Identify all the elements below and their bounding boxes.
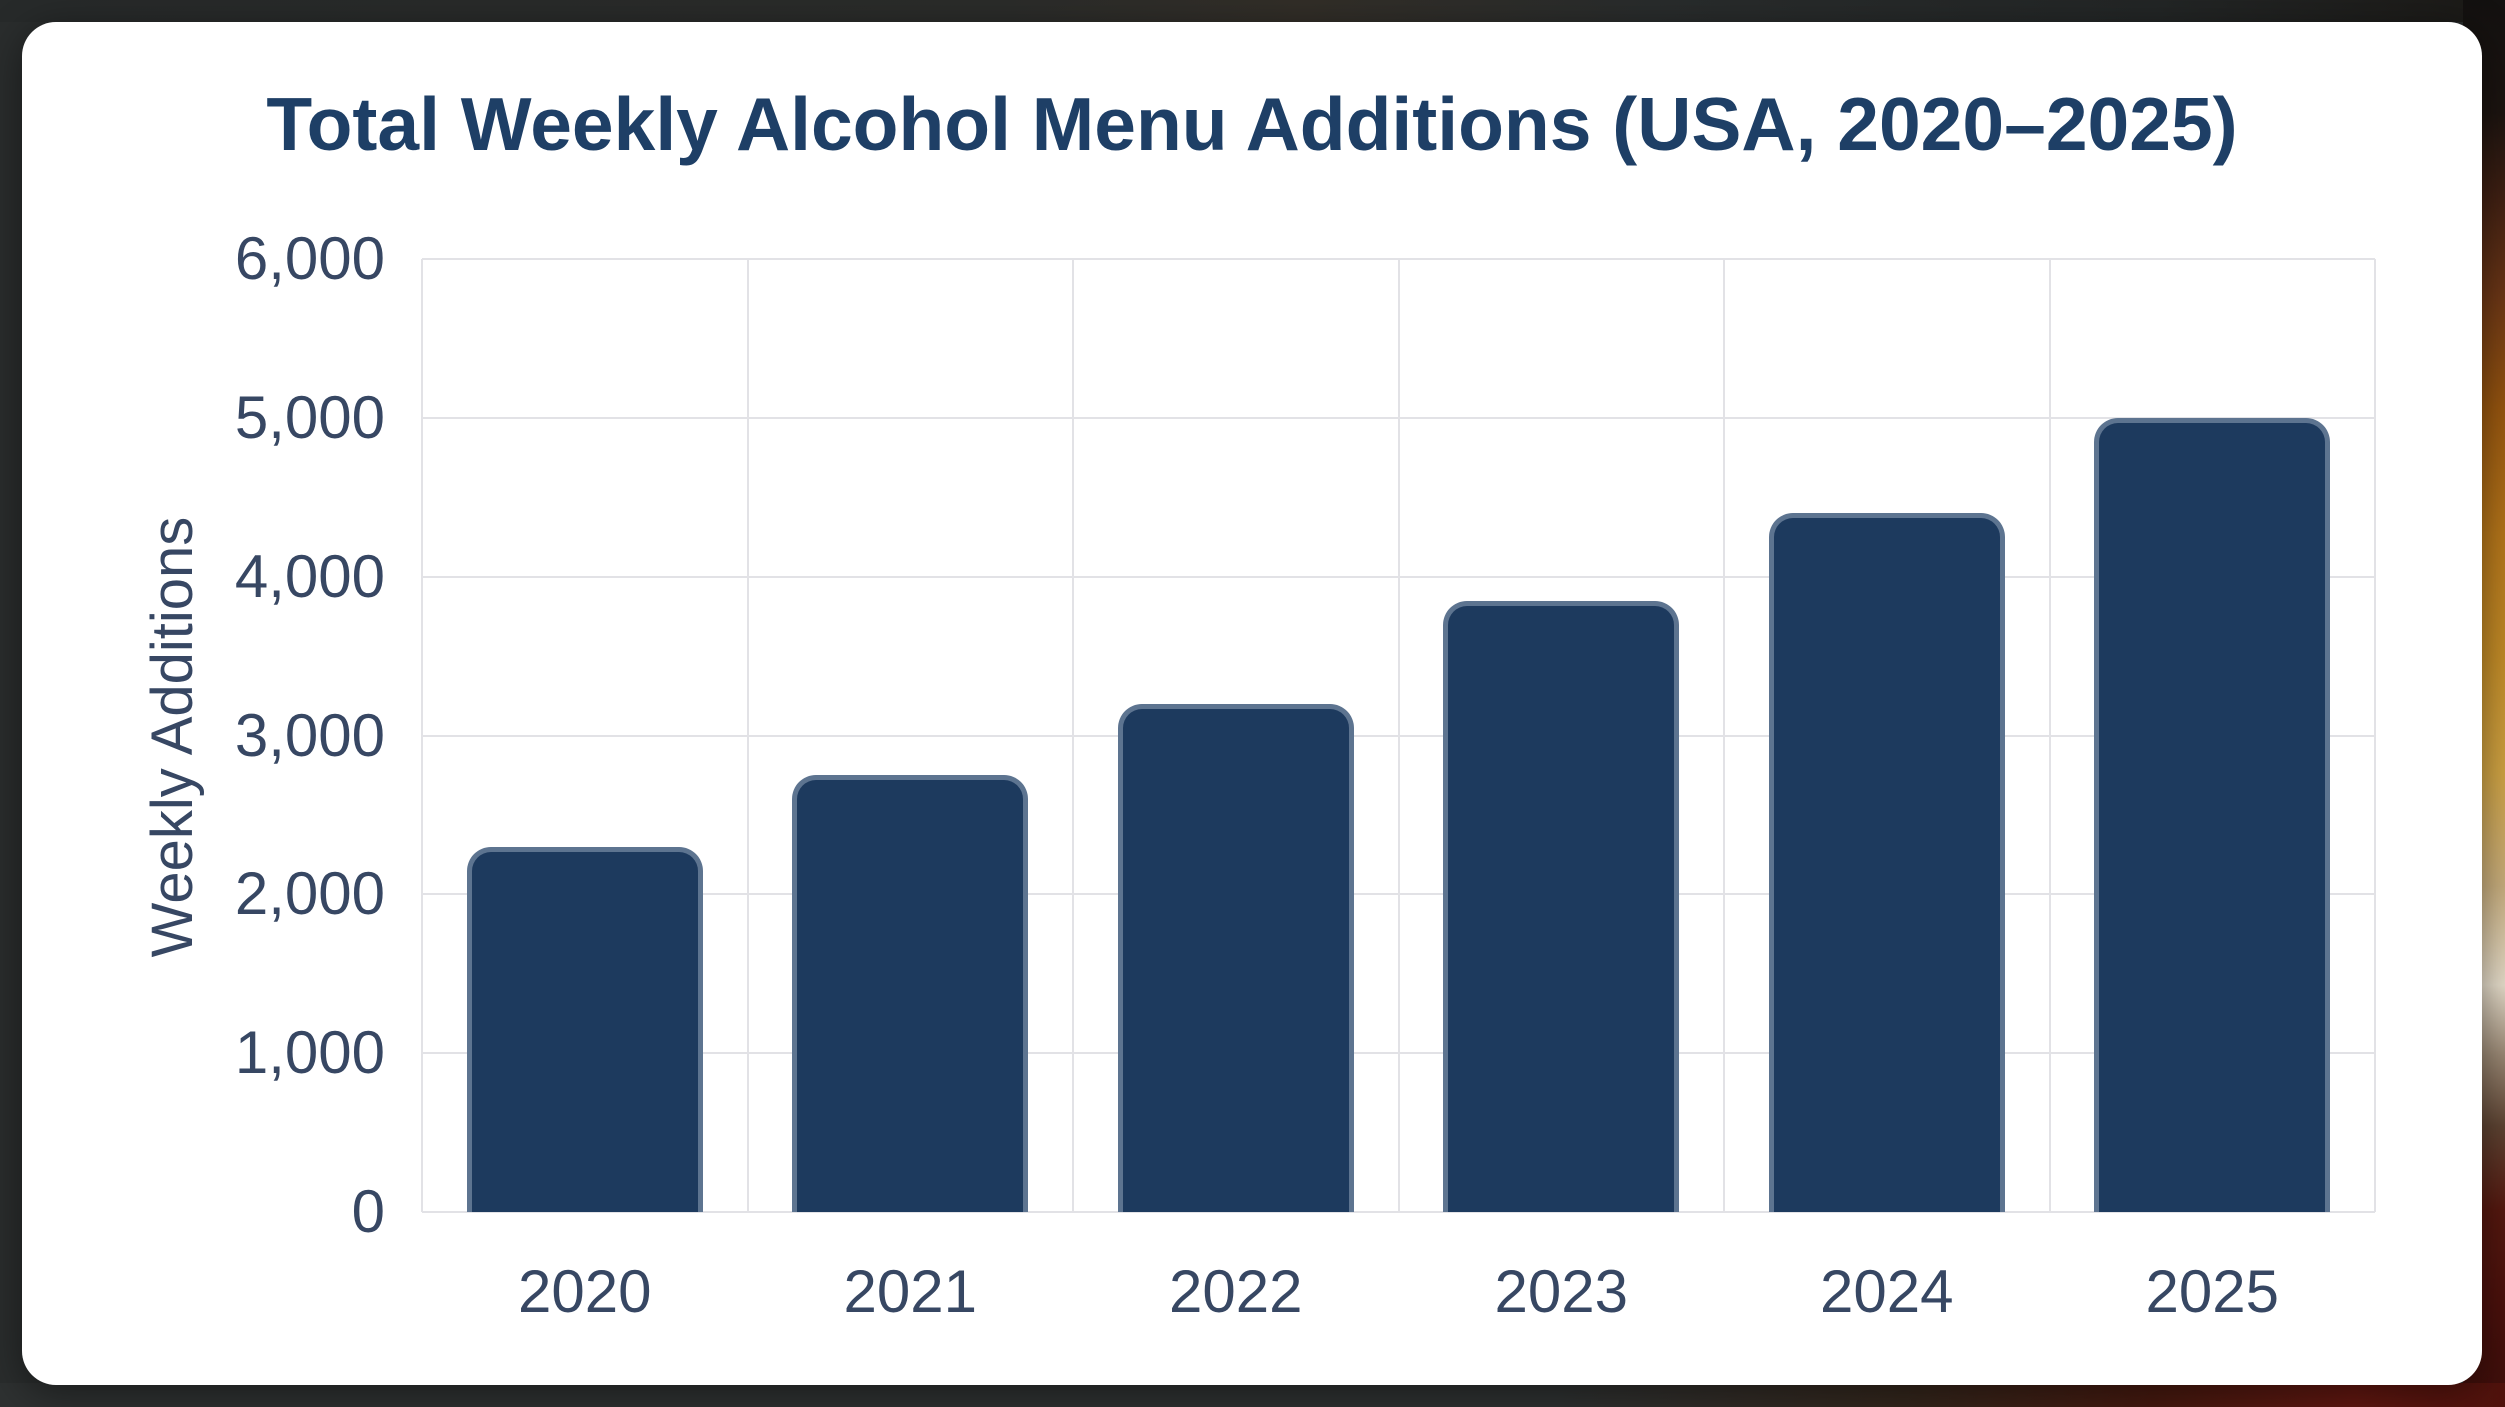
background-photo-top-edge — [0, 0, 2505, 22]
x-tick-label: 2021 — [843, 1258, 977, 1325]
bar-2023[interactable] — [1443, 600, 1680, 1212]
bar-2025[interactable] — [2094, 417, 2331, 1212]
x-tick-label: 2020 — [518, 1258, 652, 1325]
chart-title: Total Weekly Alcohol Menu Additions (USA… — [266, 82, 2238, 166]
y-tick-label: 3,000 — [234, 701, 385, 769]
bar-2020[interactable] — [466, 846, 703, 1212]
bar-2021[interactable] — [792, 775, 1029, 1212]
vertical-gridline — [1397, 259, 1400, 1212]
bar-2024[interactable] — [1768, 513, 2005, 1212]
vertical-gridline — [1072, 259, 1074, 1212]
chart-card: Total Weekly Alcohol Menu Additions (USA… — [22, 22, 2482, 1385]
plot-area[interactable] — [421, 258, 2376, 1213]
bar-2022[interactable] — [1117, 703, 1354, 1212]
x-tick-label: 2025 — [2145, 1258, 2279, 1325]
y-tick-label: 5,000 — [234, 383, 385, 451]
y-tick-label: 1,000 — [234, 1019, 385, 1087]
y-tick-label: 0 — [351, 1178, 385, 1245]
y-axis-line — [421, 259, 423, 1212]
vertical-gridline — [1723, 259, 1725, 1212]
x-axis-line — [422, 1211, 2375, 1213]
vertical-gridline — [746, 259, 749, 1212]
y-tick-label: 4,000 — [234, 542, 385, 610]
y-tick-label: 2,000 — [234, 860, 385, 928]
vertical-gridline — [2374, 259, 2376, 1212]
x-tick-label: 2022 — [1169, 1258, 1303, 1325]
vertical-gridline — [2048, 259, 2051, 1212]
x-tick-label: 2023 — [1494, 1258, 1628, 1325]
x-tick-label: 2024 — [1820, 1258, 1954, 1325]
y-tick-label: 6,000 — [234, 225, 385, 292]
background-photo-bottom-edge — [0, 1383, 2505, 1407]
